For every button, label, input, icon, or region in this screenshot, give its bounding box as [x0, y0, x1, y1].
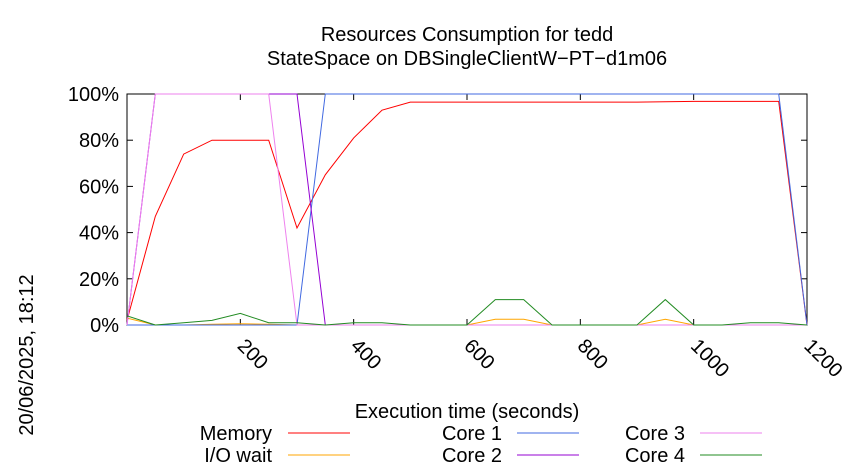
x-tick-label: 600 — [459, 335, 498, 374]
series-line-core-2 — [126, 93, 807, 326]
y-tick-label: 60% — [79, 176, 119, 198]
legend-label: Core 3 — [625, 423, 685, 445]
series-line-core-1 — [127, 93, 808, 326]
y-axis: 0% 20% 40% 60% 80% 100% — [68, 84, 807, 337]
y-tick-label: 100% — [68, 84, 119, 106]
legend-label: Core 4 — [625, 445, 685, 467]
series-line-core-3 — [126, 93, 807, 326]
legend-label: Core 2 — [442, 445, 502, 467]
x-tick-label: 1200 — [799, 335, 846, 382]
series-line-memory — [126, 100, 808, 326]
x-axis: 200 400 600 800 1000 1200 — [233, 94, 846, 382]
chart-title: Resources Consumption for tedd — [321, 24, 613, 46]
y-tick-label: 0% — [90, 315, 119, 337]
x-axis-label: Execution time (seconds) — [355, 401, 580, 423]
y-tick-label: 40% — [79, 223, 119, 245]
chart-subtitle: StateSpace on DBSingleClientW−PT−d1m06 — [267, 48, 667, 70]
y-tick-label: 80% — [79, 130, 119, 152]
x-tick-label: 1000 — [686, 335, 733, 382]
x-tick-label: 400 — [346, 335, 385, 374]
series-line-core-4 — [126, 298, 808, 326]
y-tick-label: 20% — [79, 269, 119, 291]
side-timestamp: 20/06/2025, 18:12 — [16, 274, 38, 435]
legend-label: I/O wait — [204, 445, 272, 467]
x-tick-label: 800 — [573, 335, 612, 374]
legend-label: Memory — [200, 423, 272, 445]
plot-area — [126, 93, 808, 326]
series-lines — [126, 93, 808, 326]
plot-frame — [126, 93, 808, 326]
legend-label: Core 1 — [442, 423, 502, 445]
x-tick-label: 200 — [233, 335, 272, 374]
